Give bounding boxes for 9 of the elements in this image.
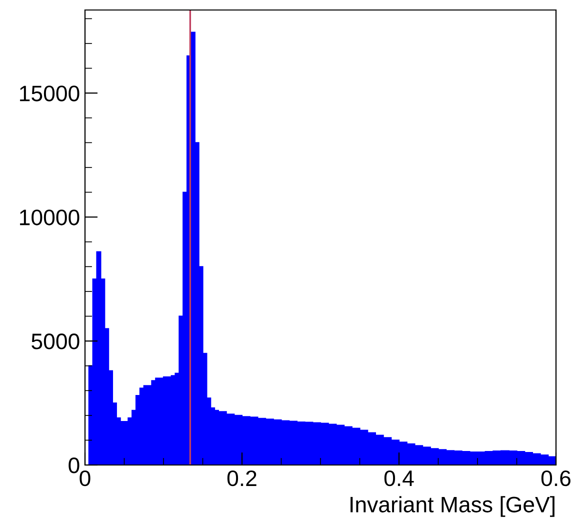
x-tick-label: 0.4 [384, 470, 414, 486]
y-tick-label: 15000 [20, 86, 80, 102]
y-tick-label: 10000 [20, 210, 80, 226]
y-tick-label: 5000 [32, 334, 80, 350]
y-tick-label: 0 [68, 458, 80, 474]
x-tick-label: 0 [80, 470, 90, 486]
x-tick-label: 0.6 [541, 470, 570, 486]
x-tick-label: 0.2 [227, 470, 256, 486]
x-axis-title: Invariant Mass [GeV] [350, 496, 554, 517]
